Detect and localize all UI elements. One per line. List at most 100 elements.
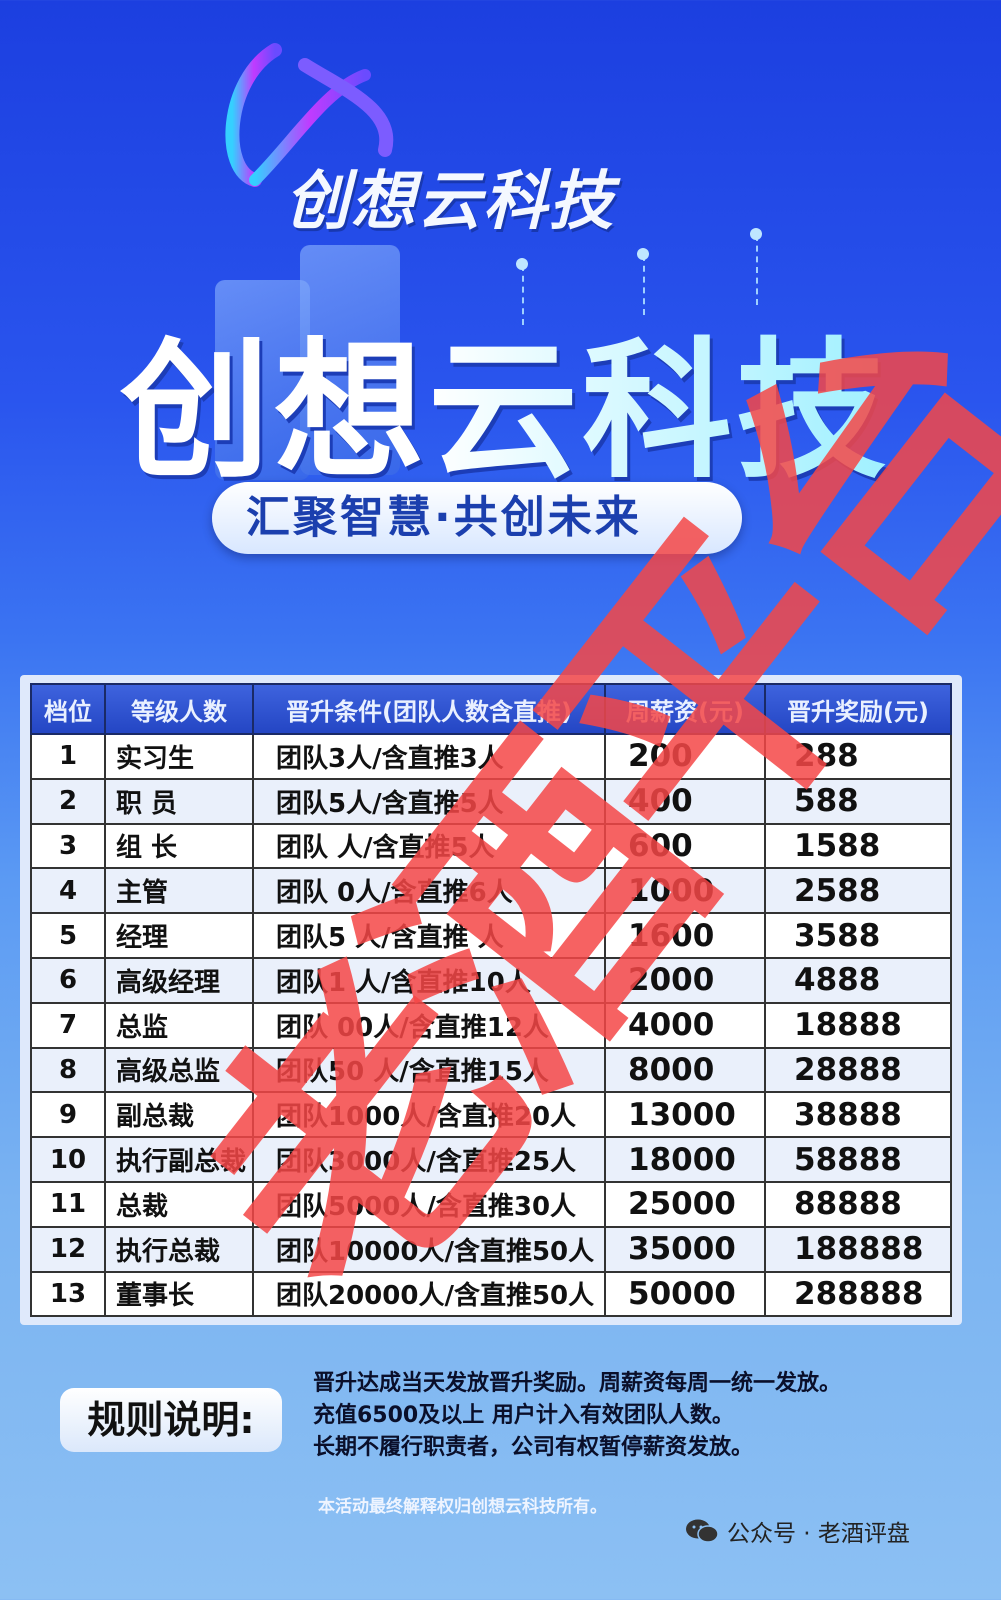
cell-weekly-salary: 600 [604,822,766,870]
cell-condition: 团队10000人/含直推50人 [252,1225,606,1273]
cell-reward: 38888 [764,1091,952,1139]
cell-weekly-salary: 400 [604,777,766,825]
promotion-table-panel: 档位 等级人数 晋升条件(团队人数含直推) 周薪资(元) 晋升奖励(元) 1 实习… [20,675,962,1325]
cell-reward: 1588 [764,822,952,870]
table-row: 9 副总裁 团队1000人/含直推20人 13000 38888 [30,1091,952,1139]
rule-line: 长期不履行职责者，公司有权暂停薪资发放。 [313,1435,754,1460]
cell-condition: 团队5人/含直推5人 [252,777,606,825]
cell-level: 13 [30,1270,106,1318]
cell-reward: 288 [764,733,952,780]
cell-level: 7 [30,1001,106,1049]
cell-condition: 团队5000人/含直推30人 [252,1180,606,1228]
cell-level: 4 [30,867,106,915]
slogan-pill: 汇聚智慧·共创未来 [212,482,742,554]
cell-condition: 团队1 人/含直推10人 [252,956,606,1004]
decorative-dot [637,248,649,260]
cell-condition: 团队5 人/含直推 人 [252,912,606,959]
cell-reward: 188888 [764,1225,952,1273]
cell-weekly-salary: 1000 [604,867,766,915]
decorative-line [643,255,645,315]
cell-condition: 团队 00人/含直推12人 [252,1001,606,1049]
table-row: 10 执行副总裁 团队3000人/含直推25人 18000 58888 [30,1136,952,1183]
cell-reward: 4888 [764,956,952,1004]
cell-reward: 18888 [764,1001,952,1049]
cell-level: 10 [30,1136,106,1183]
cell-rank: 职 员 [104,777,254,825]
brand-logo-text: 创想云科技 [285,165,615,239]
cell-weekly-salary: 50000 [604,1270,766,1318]
table-row: 1 实习生 团队3人/含直推3人 200 288 [30,733,952,780]
cell-condition: 团队 0人/含直推6人 [252,867,606,915]
rule-line: 晋升达成当天发放晋升奖励。周薪资每周一统一发放。 [313,1371,842,1396]
rules-label: 规则说明: [60,1388,282,1452]
cell-reward: 588 [764,777,952,825]
wechat-icon [686,1519,719,1543]
cell-weekly-salary: 25000 [604,1180,766,1228]
table-row: 8 高级总监 团队50 人/含直推15人 8000 28888 [30,1046,952,1094]
cell-level: 11 [30,1180,106,1228]
table-header-row: 档位 等级人数 晋升条件(团队人数含直推) 周薪资(元) 晋升奖励(元) [30,683,952,735]
decorative-line [522,265,524,325]
cell-reward: 28888 [764,1046,952,1094]
cell-weekly-salary: 8000 [604,1046,766,1094]
decorative-line [756,235,758,305]
cell-condition: 团队 人/含直推5人 [252,822,606,870]
table-row: 6 高级经理 团队1 人/含直推10人 2000 4888 [30,956,952,1004]
cell-level: 6 [30,956,106,1004]
account-watermark: 公众号 · 老酒评盘 [685,1514,910,1548]
decorative-dot [516,258,528,270]
cell-level: 12 [30,1225,106,1273]
header-rank: 等级人数 [104,683,254,735]
cell-condition: 团队3000人/含直推25人 [252,1136,606,1183]
cell-weekly-salary: 2000 [604,956,766,1004]
cell-weekly-salary: 18000 [604,1136,766,1183]
cell-rank: 实习生 [104,733,254,780]
headline: 创想云科技 [120,290,890,507]
cell-level: 5 [30,912,106,959]
cell-level: 9 [30,1091,106,1139]
cell-rank: 总裁 [104,1180,254,1228]
cell-condition: 团队1000人/含直推20人 [252,1091,606,1139]
promotion-table: 档位 等级人数 晋升条件(团队人数含直推) 周薪资(元) 晋升奖励(元) 1 实习… [30,683,952,1318]
cell-rank: 组 长 [104,822,254,870]
cell-weekly-salary: 4000 [604,1001,766,1049]
rule-line: 充值6500及以上 用户计入有效团队人数。 [313,1403,734,1428]
header-level: 档位 [30,683,106,735]
cell-level: 3 [30,822,106,870]
cell-condition: 团队50 人/含直推15人 [252,1046,606,1094]
table-row: 12 执行总裁 团队10000人/含直推50人 35000 188888 [30,1225,952,1273]
table-row: 7 总监 团队 00人/含直推12人 4000 18888 [30,1001,952,1049]
rules-text: 晋升达成当天发放晋升奖励。周薪资每周一统一发放。 充值6500及以上 用户计入有… [313,1368,841,1464]
table-row: 11 总裁 团队5000人/含直推30人 25000 88888 [30,1180,952,1228]
table-row: 4 主管 团队 0人/含直推6人 1000 2588 [30,867,952,915]
cell-reward: 58888 [764,1136,952,1183]
decorative-dot [750,228,762,240]
cell-rank: 副总裁 [104,1091,254,1139]
cell-weekly-salary: 35000 [604,1225,766,1273]
cell-rank: 执行副总裁 [104,1136,254,1183]
cell-rank: 董事长 [104,1270,254,1318]
cell-weekly-salary: 200 [604,733,766,780]
cell-condition: 团队3人/含直推3人 [252,733,606,780]
cell-rank: 总监 [104,1001,254,1049]
header-condition: 晋升条件(团队人数含直推) [252,683,606,735]
account-name: 公众号 · 老酒评盘 [727,1521,910,1547]
cell-condition: 团队20000人/含直推50人 [252,1270,606,1318]
header-reward: 晋升奖励(元) [764,683,952,735]
cell-level: 2 [30,777,106,825]
cell-level: 1 [30,733,106,780]
cell-rank: 经理 [104,912,254,959]
header-weekly-salary: 周薪资(元) [604,683,766,735]
disclaimer: 本活动最终解释权归创想云科技所有。 [318,1497,607,1517]
logo-ring-icon [225,43,394,187]
cell-level: 8 [30,1046,106,1094]
cell-rank: 高级总监 [104,1046,254,1094]
decorative-screen [300,245,400,475]
table-row: 5 经理 团队5 人/含直推 人 1600 3588 [30,912,952,959]
cell-reward: 2588 [764,867,952,915]
cell-weekly-salary: 1600 [604,912,766,959]
cell-reward: 288888 [764,1270,952,1318]
decorative-screen [215,280,310,480]
cell-weekly-salary: 13000 [604,1091,766,1139]
